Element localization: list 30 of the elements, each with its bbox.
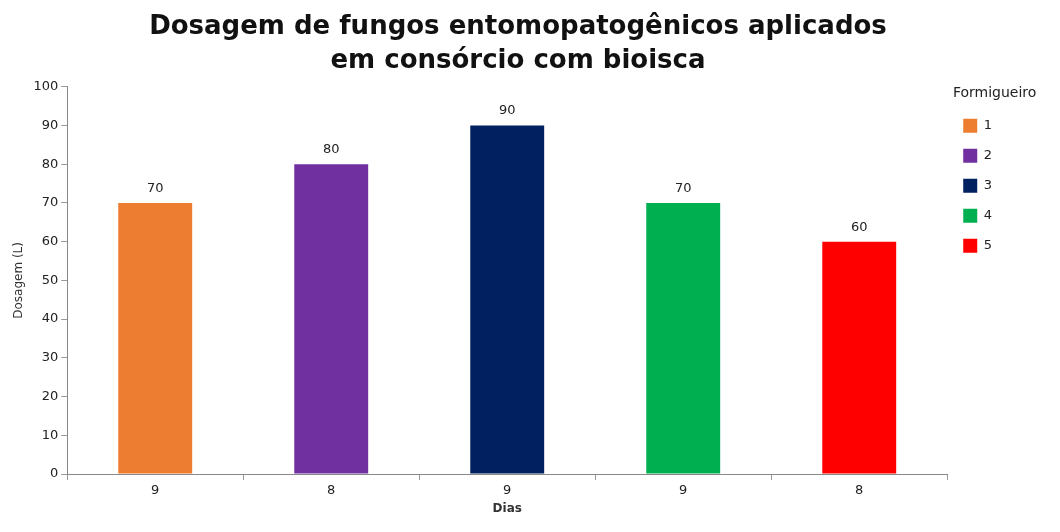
data-label: 90: [498, 102, 516, 118]
y-tick-label: 70: [41, 194, 59, 210]
legend-label: 2: [983, 147, 993, 163]
legend-label: 1: [983, 117, 993, 133]
legend-label: 5: [983, 237, 993, 253]
y-tick-label: 60: [41, 233, 59, 249]
data-label: 70: [674, 179, 692, 195]
legend-label: 4: [983, 207, 993, 223]
data-label: 80: [322, 141, 340, 157]
x-tick-label: 9: [679, 482, 688, 498]
y-tick-label: 0: [49, 465, 59, 481]
y-tick-label: 100: [33, 78, 59, 94]
legend-title: Formigueiro: [952, 83, 1037, 100]
x-tick-label: 9: [503, 482, 512, 498]
y-tick-label: 80: [41, 155, 59, 171]
x-tick-label: 8: [327, 482, 336, 498]
y-tick-label: 30: [41, 349, 59, 365]
x-axis-title: Dias: [492, 500, 522, 515]
y-tick-label: 20: [41, 387, 59, 403]
y-tick-label: 40: [41, 310, 59, 326]
legend-label: 3: [983, 177, 993, 193]
data-label: 60: [850, 218, 868, 234]
chart-title: Dosagem de fungos entomopatogênicos aplicados em consórcio com bioisca: [148, 9, 888, 76]
y-axis-title: Dosagem (L): [11, 242, 26, 319]
x-tick-label: 9: [151, 482, 160, 498]
y-tick-label: 90: [41, 116, 59, 132]
y-tick-label: 10: [41, 426, 59, 442]
y-tick-label: 50: [41, 271, 59, 287]
x-tick-label: 8: [855, 482, 864, 498]
data-label: 70: [146, 179, 164, 195]
